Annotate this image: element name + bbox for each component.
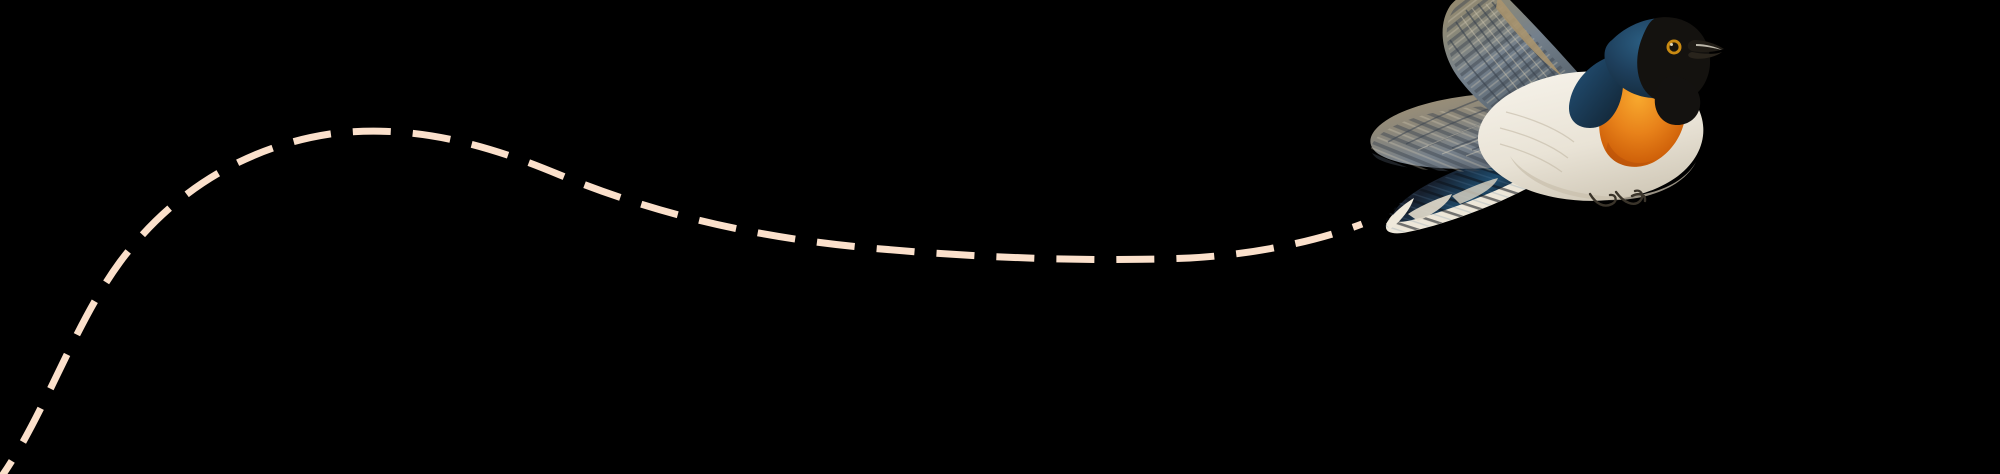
tail-notch-2 bbox=[1452, 178, 1498, 204]
flank-feather-lines bbox=[1499, 111, 1575, 173]
head-black-mask bbox=[1637, 17, 1711, 103]
bird-eye bbox=[1666, 39, 1682, 55]
beak-highlight bbox=[1696, 44, 1722, 50]
tail-tip-white bbox=[1386, 198, 1414, 229]
tail-notch-1 bbox=[1408, 194, 1452, 221]
nape-navy bbox=[1568, 58, 1624, 128]
beak-lower bbox=[1688, 52, 1722, 59]
throat-shadow bbox=[1606, 142, 1654, 167]
bird-beak bbox=[1687, 40, 1724, 59]
bird-head bbox=[1604, 17, 1724, 126]
eye-catchlight bbox=[1670, 43, 1673, 46]
foot-claw bbox=[1630, 193, 1647, 203]
flight-path-dashed-curve bbox=[0, 127, 1364, 474]
bird-feet bbox=[1588, 189, 1647, 207]
foot-left bbox=[1588, 192, 1617, 207]
belly-shadow bbox=[1510, 156, 1696, 201]
bird-illustration bbox=[1370, 0, 1724, 234]
upper-wing-tip-tan bbox=[1496, 0, 1562, 76]
foot-right bbox=[1614, 189, 1644, 205]
head-black-cheek bbox=[1654, 75, 1701, 126]
